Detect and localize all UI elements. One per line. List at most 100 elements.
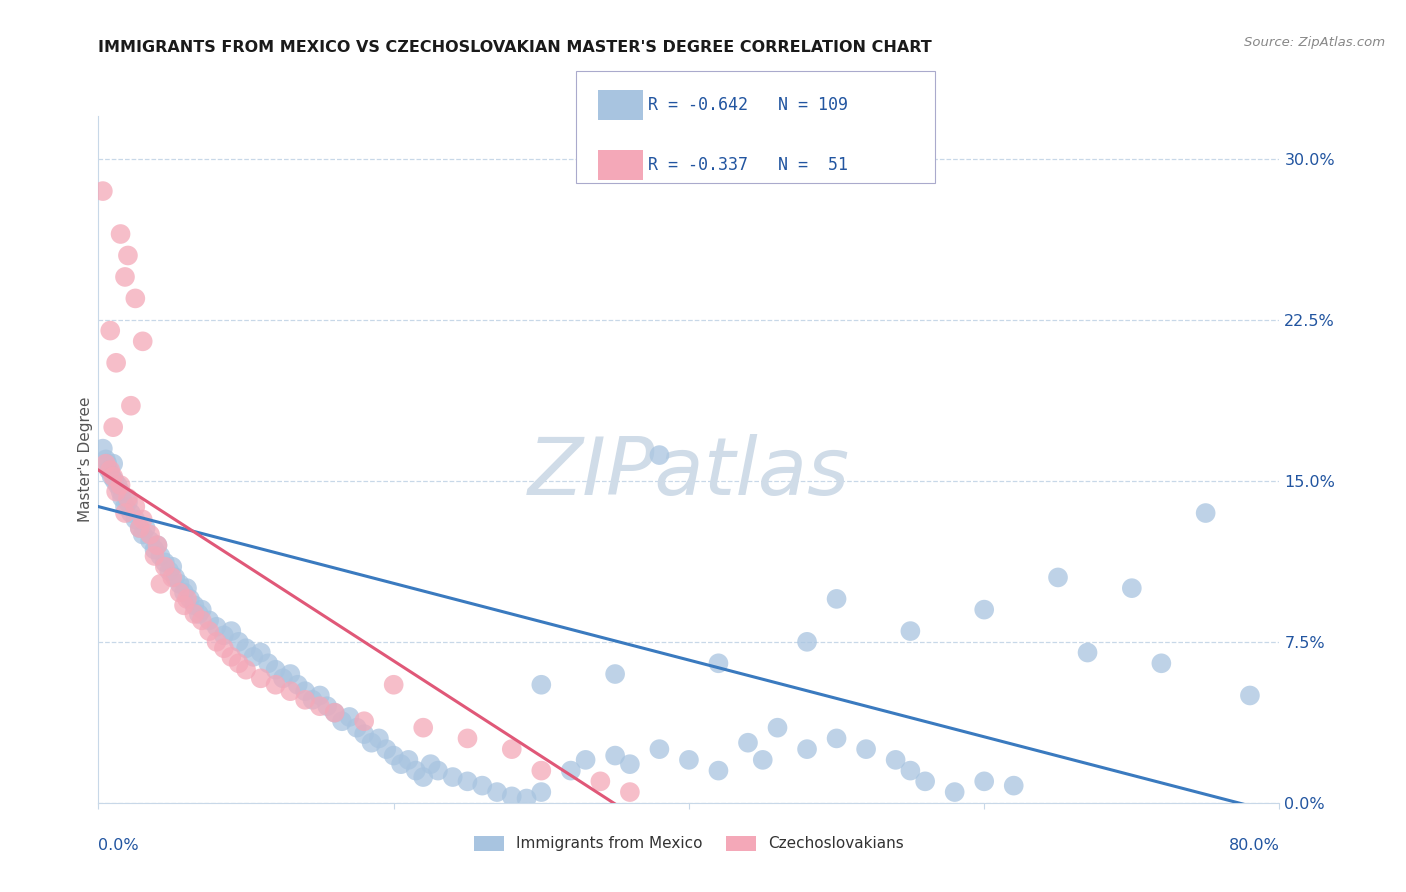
Point [198,624,221,639]
Point [179,591,201,606]
Point [294,684,316,698]
Point [149,577,172,591]
Point [228,657,250,671]
Point [973,774,995,789]
Point [1150,657,1173,671]
Point [1121,581,1143,595]
Point [796,742,818,756]
Point [278,667,302,681]
Point [114,506,136,520]
Point [114,269,136,284]
Point [368,731,391,746]
Point [501,789,523,804]
Point [165,570,187,584]
Point [1046,570,1069,584]
Point [124,292,146,306]
Point [250,671,273,685]
Point [162,570,183,584]
Point [973,602,995,616]
Point [456,774,478,789]
Point [309,689,332,703]
Point [128,521,150,535]
Point [103,420,125,434]
Point [162,559,183,574]
Point [153,555,176,570]
Point [98,463,121,477]
Point [176,591,198,606]
Point [149,549,172,563]
Point [94,457,117,471]
Point [648,742,671,756]
Text: 80.0%: 80.0% [1229,838,1279,854]
Point [855,742,877,756]
Point [221,624,243,639]
Point [94,452,117,467]
Point [105,356,128,370]
Point [132,334,155,349]
Point [250,646,273,660]
Point [914,774,936,789]
Point [173,585,195,599]
Text: ZIPatlas: ZIPatlas [527,434,851,512]
Point [97,463,120,477]
Point [117,491,139,505]
Text: 0.0%: 0.0% [98,838,139,854]
Point [796,635,818,649]
Point [574,753,596,767]
Point [316,699,339,714]
Point [605,748,627,763]
Point [128,521,150,535]
Point [187,607,209,621]
Point [135,521,157,535]
Point [235,641,257,656]
Point [330,714,353,729]
Point [104,474,127,488]
Point [124,512,146,526]
Point [98,324,121,338]
Point [110,478,132,492]
Point [103,469,125,483]
Point [825,591,848,606]
Point [120,506,142,520]
Point [1195,506,1218,520]
Point [169,585,191,599]
Point [169,577,191,591]
Point [294,692,316,706]
Point [264,678,287,692]
Point [183,607,205,621]
Point [287,678,309,692]
Point [205,620,228,634]
Point [441,770,464,784]
Point [91,184,114,198]
Point [278,684,302,698]
Point [751,753,773,767]
Point [323,706,346,720]
Point [516,791,538,805]
Point [146,538,169,552]
Point [412,770,434,784]
Point [1002,779,1025,793]
Point [212,641,235,656]
Legend: Immigrants from Mexico, Czechoslovakians: Immigrants from Mexico, Czechoslovakians [467,830,911,857]
Point [157,564,180,578]
Point [191,602,214,616]
Point [900,624,922,639]
Point [153,559,176,574]
Point [173,599,195,613]
Point [271,671,294,685]
Point [382,678,405,692]
Point [605,667,627,681]
Point [707,764,730,778]
Point [117,248,139,262]
Point [339,710,360,724]
Point [110,484,132,499]
Point [191,613,214,627]
Point [96,457,118,471]
Y-axis label: Master's Degree: Master's Degree [77,397,93,522]
Point [103,457,125,471]
Point [346,721,368,735]
Point [766,721,789,735]
Point [323,706,346,720]
Point [235,663,257,677]
Point [143,542,166,557]
